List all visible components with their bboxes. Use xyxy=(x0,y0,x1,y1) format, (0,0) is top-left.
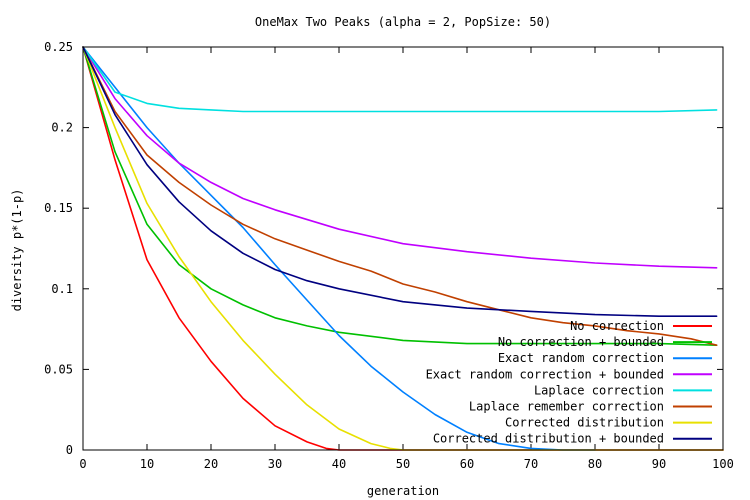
chart-title: OneMax Two Peaks (alpha = 2, PopSize: 50… xyxy=(255,15,551,29)
y-tick-label: 0 xyxy=(66,443,73,457)
legend-label: No correction + bounded xyxy=(498,335,664,349)
x-tick-label: 100 xyxy=(712,457,734,471)
legend: No correction No correction + bounded Exac… xyxy=(426,319,712,446)
legend-label: Exact random correction xyxy=(498,351,664,365)
x-tick-label: 40 xyxy=(332,457,346,471)
legend-label: Laplace remember correction xyxy=(469,400,664,414)
series-line-2 xyxy=(82,46,718,347)
y-tick-label: 0.2 xyxy=(51,121,73,135)
x-tick-label: 80 xyxy=(588,457,602,471)
x-tick-label: 50 xyxy=(396,457,410,471)
y-axis-label: diversity p*(1-p) xyxy=(10,189,24,312)
x-tick-label: 60 xyxy=(460,457,474,471)
x-axis-label: generation xyxy=(367,484,439,498)
series-lines xyxy=(82,46,724,451)
x-tick-label: 10 xyxy=(140,457,154,471)
series-line-8 xyxy=(82,46,718,318)
series-line-6 xyxy=(82,46,718,347)
axis-ticks: 0 10 20 30 40 50 60 70 80 90 100 0 0.05 0.1 0.15 0.2 0.2… xyxy=(44,40,734,471)
x-tick-label: 70 xyxy=(524,457,538,471)
y-tick-label: 0.05 xyxy=(44,362,73,376)
y-tick-label: 0.25 xyxy=(44,40,73,54)
series-line-3 xyxy=(82,46,596,451)
y-tick-label: 0.1 xyxy=(51,282,73,296)
plot-frame xyxy=(82,46,724,451)
x-tick-label: 90 xyxy=(652,457,666,471)
legend-label: Exact random correction + bounded xyxy=(426,367,664,381)
legend-label: Laplace correction xyxy=(534,383,664,397)
series-line-7 xyxy=(82,46,724,451)
legend-label: Corrected distribution + bounded xyxy=(433,432,664,446)
series-line-5 xyxy=(82,46,718,113)
x-tick-label: 20 xyxy=(204,457,218,471)
series-line-4 xyxy=(82,46,718,269)
legend-label: Corrected distribution xyxy=(505,416,664,430)
x-tick-label: 30 xyxy=(268,457,282,471)
legend-label: No correction xyxy=(570,319,664,333)
series-line-1 xyxy=(82,46,724,451)
y-tick-label: 0.15 xyxy=(44,201,73,215)
x-tick-label: 0 xyxy=(79,457,86,471)
